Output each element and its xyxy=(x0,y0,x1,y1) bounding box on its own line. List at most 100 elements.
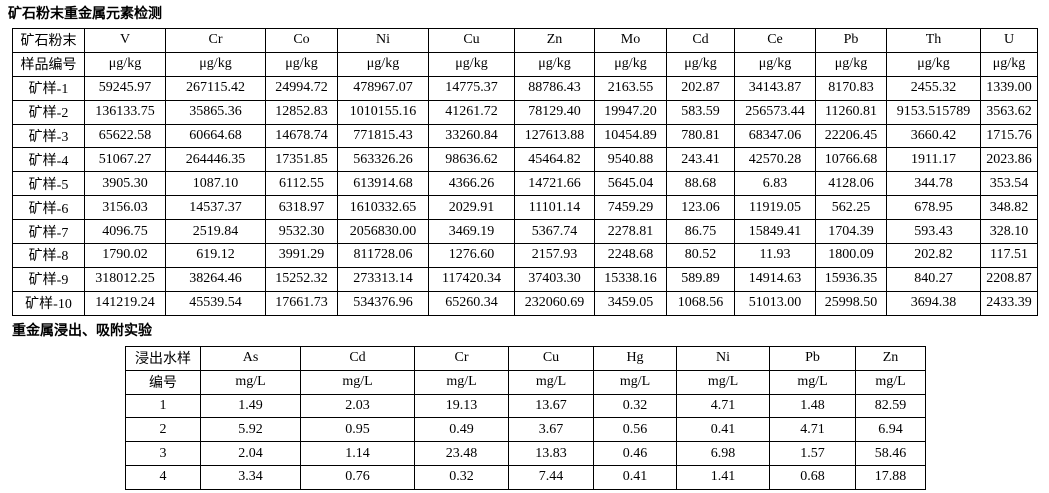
table-cell: μg/kg xyxy=(428,51,515,77)
table-cell: 15936.35 xyxy=(815,266,887,292)
table-cell: mg/L xyxy=(769,369,856,395)
table-cell: 771815.43 xyxy=(337,123,429,149)
table-cell: 4.71 xyxy=(769,417,856,443)
table-cell: 11260.81 xyxy=(815,99,887,125)
table-cell: 矿样-4 xyxy=(12,147,85,173)
table-cell: 1790.02 xyxy=(84,243,166,268)
table-cell: 矿样-8 xyxy=(12,243,85,268)
table-cell: 619.12 xyxy=(165,243,266,268)
table-cell: As xyxy=(200,346,301,371)
table-cell: 42570.28 xyxy=(734,147,816,173)
table-cell: 矿样-3 xyxy=(12,123,85,149)
table-cell: 264446.35 xyxy=(165,147,266,173)
table-cell: 1800.09 xyxy=(815,243,887,268)
table-cell: 593.43 xyxy=(886,219,981,245)
table-cell: 5.92 xyxy=(200,417,301,443)
data-table: 浸出水样 As Cd Cr Cu Hg Ni Pb Zn 编号 mg/L mg/L mg/L mg/L mg… xyxy=(125,346,926,490)
table-cell: 3469.19 xyxy=(428,219,515,245)
table-cell: 6.94 xyxy=(855,417,926,443)
table-cell: 51013.00 xyxy=(734,290,816,316)
table-cell: 117.51 xyxy=(980,243,1038,268)
table-cell: 0.95 xyxy=(300,417,415,443)
table-cell: 2.03 xyxy=(300,393,415,419)
table-cell: 123.06 xyxy=(666,195,735,221)
table-cell: 1339.00 xyxy=(980,75,1038,101)
table-cell: 3 xyxy=(125,441,201,466)
table-cell: mg/L xyxy=(593,369,677,395)
table-cell: 矿样-6 xyxy=(12,195,85,221)
table-cell: 267115.42 xyxy=(165,75,266,101)
table-cell: μg/kg xyxy=(980,51,1038,77)
table-cell: Hg xyxy=(593,346,677,371)
table-cell: 88.68 xyxy=(666,171,735,197)
table-cell: 38264.46 xyxy=(165,266,266,292)
table-cell: 65260.34 xyxy=(428,290,515,316)
table-cell: 11101.14 xyxy=(514,195,595,221)
table-cell: mg/L xyxy=(200,369,301,395)
table-cell: 13.67 xyxy=(508,393,594,419)
table-cell: 41261.72 xyxy=(428,99,515,125)
table-cell: 矿样-5 xyxy=(12,171,85,197)
table-cell: 0.32 xyxy=(593,393,677,419)
table-cell: 4128.06 xyxy=(815,171,887,197)
table-cell: 7.44 xyxy=(508,464,594,490)
header-row: 矿石粉末 V Cr Co Ni Cu Zn Mo Cd Ce Pb Th U xyxy=(12,28,1038,53)
table-cell: 3459.05 xyxy=(594,290,667,316)
table-cell: 矿样-7 xyxy=(12,219,85,245)
table-row: 1 1.49 2.03 19.13 13.67 0.32 4.71 1.48 82.59 xyxy=(125,393,926,419)
table-cell: 3991.29 xyxy=(265,243,338,268)
table-cell: 562.25 xyxy=(815,195,887,221)
table-cell: 14775.37 xyxy=(428,75,515,101)
table-cell: 矿样-10 xyxy=(12,290,85,316)
header-row: 浸出水样 As Cd Cr Cu Hg Ni Pb Zn xyxy=(125,346,926,371)
table-cell: Ni xyxy=(337,28,429,53)
table-cell: 2455.32 xyxy=(886,75,981,101)
table-cell: 35865.36 xyxy=(165,99,266,125)
table-cell: 141219.24 xyxy=(84,290,166,316)
table-cell: 1715.76 xyxy=(980,123,1038,149)
table-cell: 9153.515789 xyxy=(886,99,981,125)
table-cell: 202.82 xyxy=(886,243,981,268)
table-cell: 3.34 xyxy=(200,464,301,490)
table-cell: Ce xyxy=(734,28,816,53)
table-cell: Cd xyxy=(666,28,735,53)
table-cell: 矿样-9 xyxy=(12,266,85,292)
table-cell: Ni xyxy=(676,346,770,371)
table-cell: 37403.30 xyxy=(514,266,595,292)
table-cell: 0.56 xyxy=(593,417,677,443)
table-cell: Cd xyxy=(300,346,415,371)
table-cell: 浸出水样 xyxy=(125,346,201,371)
table-row: 4 3.34 0.76 0.32 7.44 0.41 1.41 0.68 17.88 xyxy=(125,464,926,490)
table-row: 矿样-2 136133.75 35865.36 12852.83 1010155.16 4… xyxy=(12,99,1038,125)
table-cell: U xyxy=(980,28,1038,53)
table-row: 矿样-8 1790.02 619.12 3991.29 811728.06 1276.60… xyxy=(12,243,1038,268)
table-cell: 7459.29 xyxy=(594,195,667,221)
table-cell: 328.10 xyxy=(980,219,1038,245)
table-cell: 1276.60 xyxy=(428,243,515,268)
table-cell: 4366.26 xyxy=(428,171,515,197)
table-cell: 19947.20 xyxy=(594,99,667,125)
table-cell: 1704.39 xyxy=(815,219,887,245)
table-cell: 811728.06 xyxy=(337,243,429,268)
table-cell: 4096.75 xyxy=(84,219,166,245)
table-cell: 3563.62 xyxy=(980,99,1038,125)
table-cell: 0.76 xyxy=(300,464,415,490)
table-row: 矿样-7 4096.75 2519.84 9532.30 2056830.00 3469.… xyxy=(12,219,1038,245)
table-cell: 0.68 xyxy=(769,464,856,490)
section-title: 重金属浸出、吸附实验 xyxy=(12,323,152,339)
table-cell: 4.71 xyxy=(676,393,770,419)
table-cell: 10454.89 xyxy=(594,123,667,149)
table-cell: 12852.83 xyxy=(265,99,338,125)
table-cell: 6318.97 xyxy=(265,195,338,221)
table-cell: 60664.68 xyxy=(165,123,266,149)
table-cell: 273313.14 xyxy=(337,266,429,292)
table-cell: μg/kg xyxy=(594,51,667,77)
table-cell: 2023.86 xyxy=(980,147,1038,173)
table-cell: μg/kg xyxy=(666,51,735,77)
table-cell: μg/kg xyxy=(84,51,166,77)
table-cell: 1068.56 xyxy=(666,290,735,316)
table-cell: 2157.93 xyxy=(514,243,595,268)
table-cell: 14721.66 xyxy=(514,171,595,197)
table-cell: Cr xyxy=(165,28,266,53)
table-cell: 0.49 xyxy=(414,417,509,443)
